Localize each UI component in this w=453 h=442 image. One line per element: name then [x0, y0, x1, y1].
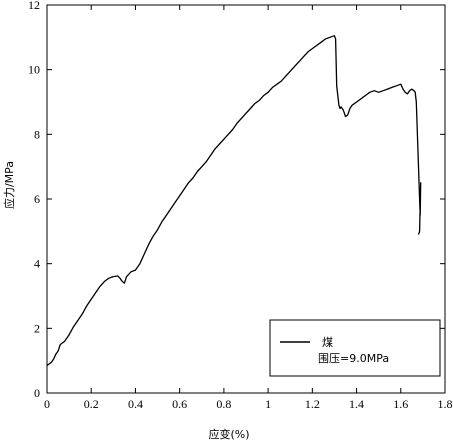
y-tick-label: 2: [34, 321, 40, 335]
x-tick-label: 1: [265, 397, 271, 411]
legend-series-label: 煤: [322, 336, 333, 349]
y-tick-label: 10: [28, 63, 40, 77]
x-tick-label: 1.6: [393, 397, 408, 411]
series-line: [46, 35, 422, 367]
x-tick-label: 1.8: [438, 397, 453, 411]
x-tick-label: 1.2: [305, 397, 320, 411]
y-tick-label: 0: [34, 386, 40, 400]
y-tick-label: 12: [28, 0, 40, 12]
x-tick-label: 0.8: [216, 397, 231, 411]
x-axis-ticks: 0 0.2 0.4 0.6 0.8 1 1.2 1.4 1.6 1.8: [44, 5, 453, 411]
x-axis-label: 应变(%): [208, 427, 249, 441]
x-tick-label: 0: [44, 397, 50, 411]
y-axis-ticks: 0 2 4 6 8 10 12: [28, 0, 445, 400]
y-tick-label: 6: [34, 192, 40, 206]
y-tick-label: 4: [34, 257, 40, 271]
series-layer: [46, 35, 422, 367]
x-tick-label: 0.4: [128, 397, 143, 411]
legend: 煤 围压=9.0MPa: [269, 319, 441, 377]
x-tick-label: 0.6: [172, 397, 187, 411]
x-tick-label: 1.4: [349, 397, 364, 411]
y-axis-label: 应力/MPa: [2, 161, 16, 209]
x-tick-label: 0.2: [84, 397, 99, 411]
legend-box: [269, 319, 441, 377]
y-tick-label: 8: [34, 127, 40, 141]
legend-annotation: 围压=9.0MPa: [318, 352, 389, 365]
